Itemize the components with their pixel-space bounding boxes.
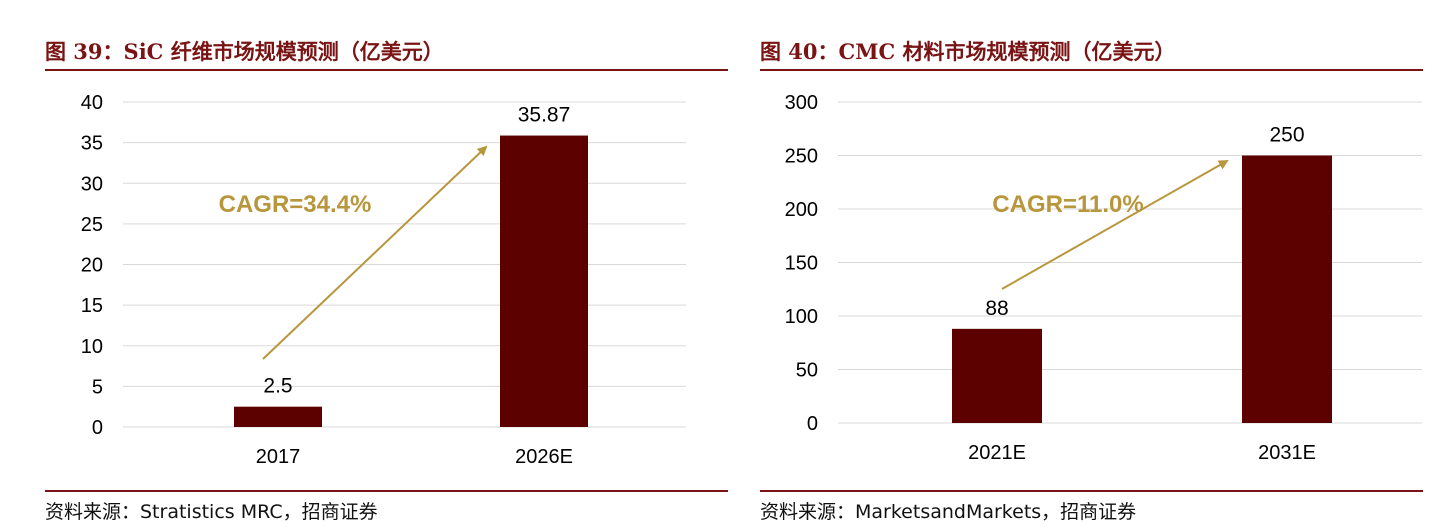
y-tick-label: 20	[81, 255, 103, 277]
y-tick-label: 10	[81, 336, 103, 358]
y-tick-label: 30	[81, 173, 103, 195]
cagr-annotation: CAGR=11.0%	[992, 191, 1143, 218]
bar-2026E	[500, 135, 588, 427]
figure-title: 图 39：SiC 纤维市场规模预测（亿美元）	[45, 39, 444, 64]
y-tick-label: 150	[785, 253, 818, 275]
y-tick-label: 200	[785, 199, 818, 221]
figure-40-panel: 图 40：CMC 材料市场规模预测（亿美元） 0 50 100 150 200 250 30…	[760, 0, 1423, 531]
source-rule	[760, 490, 1423, 492]
figure-39-panel: 图 39：SiC 纤维市场规模预测（亿美元） 0 5 10 15 20 25 30 35 40 2…	[45, 0, 728, 531]
title-rule	[45, 69, 728, 71]
data-label: 88	[985, 297, 1008, 320]
data-label: 250	[1269, 124, 1304, 147]
cmc-material-chart: 0 50 100 150 200 250 300 88 2021E 250 2031E CAGR=11…	[785, 92, 1422, 464]
y-tick-label: 35	[81, 133, 103, 155]
y-tick-label: 100	[785, 306, 818, 328]
x-category-label: 2017	[256, 446, 301, 468]
source-note: 资料来源：MarketsandMarkets，招商证券	[760, 501, 1137, 523]
y-tick-label: 50	[796, 360, 818, 382]
title-rule	[760, 69, 1423, 71]
source-note: 资料来源：Stratistics MRC，招商证券	[45, 501, 378, 523]
sic-fiber-chart: 0 5 10 15 20 25 30 35 40 2.5 2017 35.87 2026E CAGR=34…	[81, 92, 686, 468]
y-tick-label: 0	[92, 417, 103, 439]
bar-2021E	[952, 328, 1042, 423]
y-tick-label: 15	[81, 295, 103, 317]
bar-2017	[234, 406, 322, 427]
y-tick-label: 250	[785, 146, 818, 168]
x-category-label: 2026E	[515, 446, 573, 468]
y-tick-label: 5	[92, 376, 103, 398]
source-rule	[45, 490, 728, 492]
data-label: 2.5	[263, 375, 292, 398]
y-tick-label: 0	[807, 413, 818, 435]
y-tick-label: 300	[785, 92, 818, 114]
x-category-label: 2021E	[968, 442, 1026, 464]
figure-title: 图 40：CMC 材料市场规模预测（亿美元）	[760, 39, 1176, 64]
cagr-annotation: CAGR=34.4%	[219, 191, 372, 218]
bar-2031E	[1242, 155, 1332, 423]
data-label: 35.87	[518, 104, 571, 127]
x-category-label: 2031E	[1258, 442, 1316, 464]
cagr-arrow	[262, 145, 488, 360]
y-tick-label: 25	[81, 214, 103, 236]
y-tick-label: 40	[81, 92, 103, 114]
cagr-arrow	[1001, 160, 1229, 290]
